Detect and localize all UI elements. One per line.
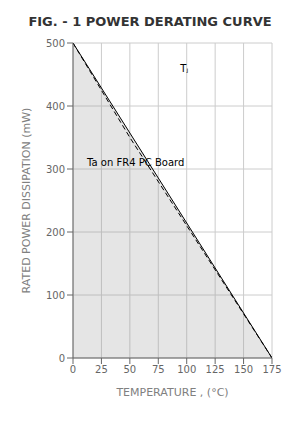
svg-text:0: 0 — [70, 364, 76, 375]
svg-text:125: 125 — [206, 364, 225, 375]
svg-text:150: 150 — [234, 364, 253, 375]
svg-text:0: 0 — [59, 353, 65, 364]
svg-text:Ta on FR4 PC Board: Ta on FR4 PC Board — [86, 157, 184, 168]
svg-text:175: 175 — [262, 364, 281, 375]
svg-text:300: 300 — [46, 164, 65, 175]
svg-text:200: 200 — [46, 227, 65, 238]
svg-text:25: 25 — [95, 364, 108, 375]
svg-text:50: 50 — [123, 364, 136, 375]
svg-text:RATED POWER DISSIPATION (mW): RATED POWER DISSIPATION (mW) — [20, 108, 33, 294]
svg-text:75: 75 — [152, 364, 165, 375]
svg-text:100: 100 — [46, 290, 65, 301]
svg-text:TEMPERATURE , (°C): TEMPERATURE , (°C) — [115, 386, 228, 399]
svg-text:400: 400 — [46, 101, 65, 112]
svg-text:100: 100 — [177, 364, 196, 375]
html-text:FIG. - 1 POWER DERATING CURVE: FIG. - 1 POWER DERATING CURVE — [28, 14, 272, 29]
svg-text:Tⱼ: Tⱼ — [179, 63, 188, 74]
svg-text:500: 500 — [46, 38, 65, 49]
